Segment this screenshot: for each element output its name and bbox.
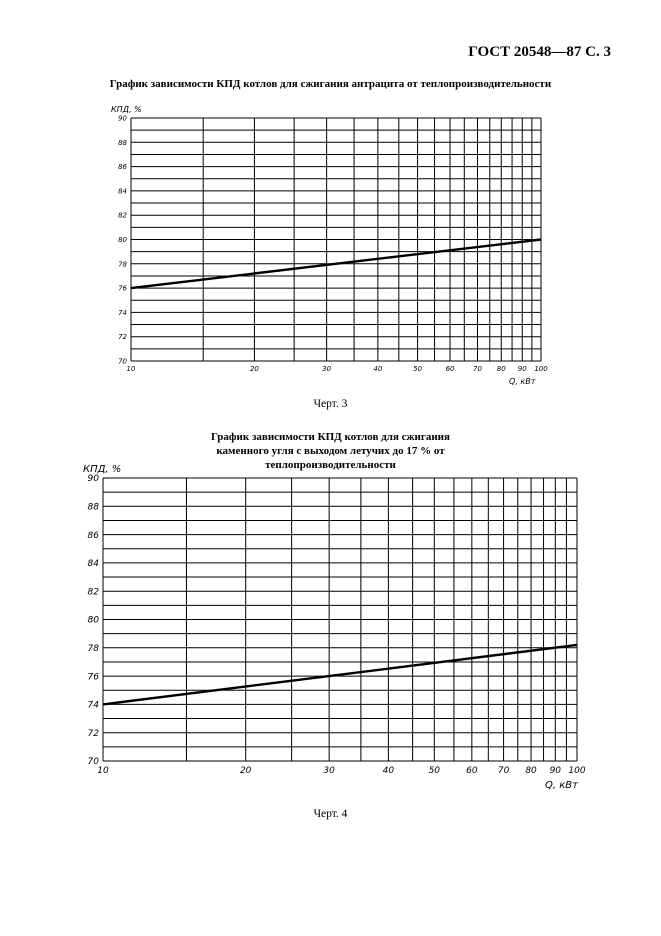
chart-1: 70 72 74 76 78 80 82 84 86 88 90 10 20 30 40 50 60 70 80 90… bbox=[111, 105, 548, 386]
y-tick-label: 72 bbox=[88, 729, 100, 739]
y-tick-label: 80 bbox=[118, 236, 127, 244]
y-tick-label: 88 bbox=[88, 502, 100, 512]
chart-1-caption: Черт. 3 bbox=[313, 398, 348, 410]
data-series-line bbox=[102, 643, 578, 706]
data-series-line bbox=[130, 238, 542, 290]
x-tick-label: 80 bbox=[525, 766, 537, 776]
chart-1-title: График зависимости КПД котлов для сжиган… bbox=[109, 78, 552, 90]
y-tick-label: 80 bbox=[88, 616, 100, 626]
x-tick-label: 70 bbox=[498, 766, 510, 776]
y-tick-label: 84 bbox=[88, 559, 100, 569]
x-tick-label: 40 bbox=[383, 766, 395, 776]
y-tick-label: 76 bbox=[88, 672, 100, 682]
x-tick-label: 50 bbox=[413, 365, 422, 373]
y-tick-label: 78 bbox=[118, 260, 127, 268]
y-tick-label: 84 bbox=[118, 187, 127, 195]
x-tick-label: 60 bbox=[466, 766, 478, 776]
x-tick-label: 20 bbox=[240, 766, 252, 776]
chart-2-caption: Черт. 4 bbox=[313, 808, 348, 820]
y-axis-label: КПД, % bbox=[111, 105, 142, 114]
x-axis-label: Q, кВт bbox=[545, 780, 579, 791]
x-tick-label: 90 bbox=[550, 766, 562, 776]
x-tick-label: 70 bbox=[473, 365, 482, 373]
x-axis-label: Q, кВт bbox=[509, 377, 536, 386]
y-tick-label: 72 bbox=[118, 333, 127, 341]
page-header: ГОСТ 20548—87 С. 3 bbox=[468, 44, 611, 60]
x-tick-label: 90 bbox=[518, 365, 527, 373]
y-axis-label: КПД, % bbox=[83, 464, 121, 475]
x-tick-label: 100 bbox=[568, 766, 585, 776]
x-tick-label: 20 bbox=[250, 365, 259, 373]
y-tick-label: 86 bbox=[118, 163, 127, 171]
x-tick-label: 30 bbox=[323, 766, 335, 776]
y-tick-label: 82 bbox=[118, 212, 127, 220]
y-tick-label: 90 bbox=[118, 114, 127, 122]
y-tick-label: 82 bbox=[88, 587, 100, 597]
x-tick-label: 40 bbox=[373, 365, 382, 373]
y-tick-label: 76 bbox=[118, 285, 127, 293]
chart-2: 70 72 74 76 78 80 82 84 86 88 90 10 20 30 40 50 60 70 80 90… bbox=[83, 464, 586, 791]
chart-2-title: График зависимости КПД котлов для сжиган… bbox=[211, 431, 450, 471]
y-tick-label: 88 bbox=[118, 139, 127, 147]
x-tick-label: 100 bbox=[534, 365, 548, 373]
x-tick-label: 80 bbox=[497, 365, 506, 373]
y-tick-label: 74 bbox=[118, 309, 127, 317]
y-tick-label: 86 bbox=[88, 531, 100, 541]
x-tick-label: 10 bbox=[127, 365, 136, 373]
x-tick-label: 10 bbox=[97, 766, 109, 776]
y-tick-label: 70 bbox=[118, 357, 127, 365]
x-tick-label: 50 bbox=[429, 766, 441, 776]
y-tick-label: 78 bbox=[88, 644, 100, 654]
x-tick-label: 60 bbox=[446, 365, 455, 373]
y-tick-label: 90 bbox=[88, 474, 100, 484]
y-tick-label: 74 bbox=[88, 701, 100, 711]
y-tick-label: 70 bbox=[88, 757, 100, 767]
x-tick-label: 30 bbox=[322, 365, 331, 373]
